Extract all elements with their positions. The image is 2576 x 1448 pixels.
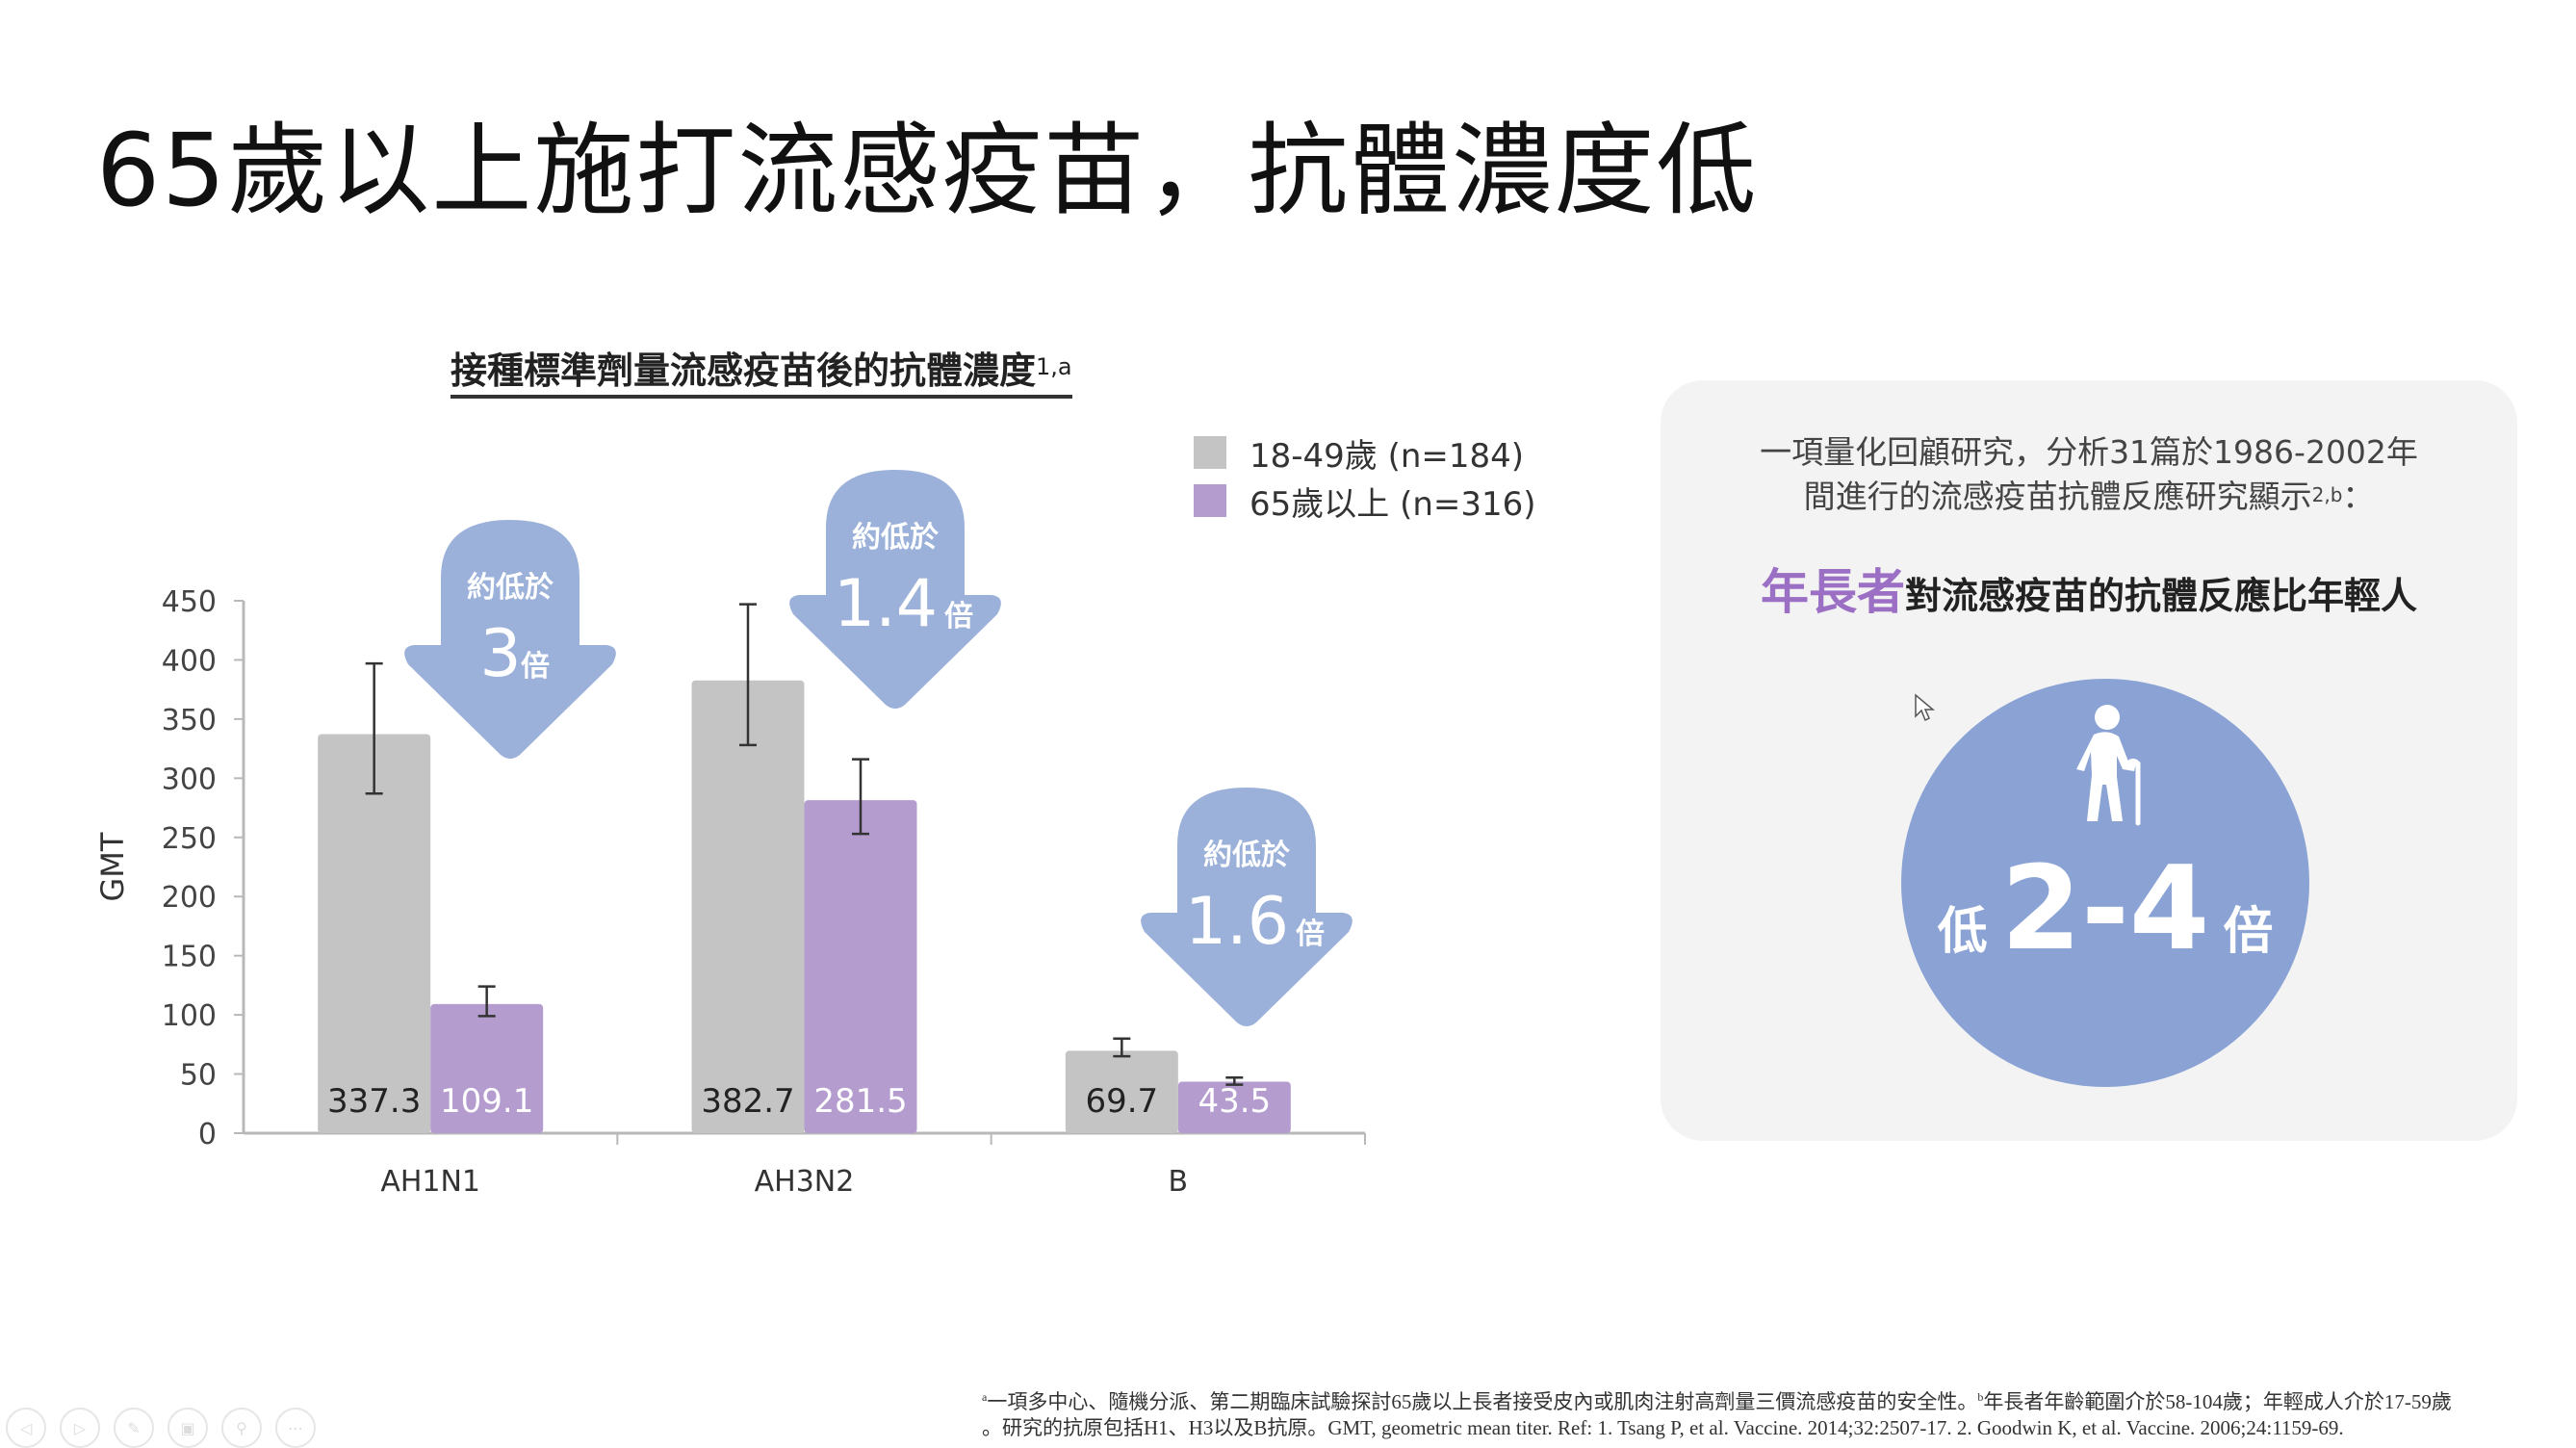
chevron-right-icon: ▷ xyxy=(73,1418,87,1437)
arrow-prefix-label: 約低於 xyxy=(852,521,940,555)
y-tick-label: 300 xyxy=(162,763,217,796)
chart-axes: 0 50 100 150 200 250 300 350 400 450 GMT AH1N1 AH3N2… xyxy=(94,585,1366,1199)
bar xyxy=(318,734,431,1133)
arrow-shape xyxy=(789,470,1001,709)
circle-value: 2-4 xyxy=(2000,842,2210,976)
summary-panel: 一項量化回顧研究，分析31篇於1986-2002年 間進行的流感疫苗抗體反應研究… xyxy=(1661,380,2517,1141)
bar xyxy=(1065,1050,1178,1133)
y-tick-label: 400 xyxy=(162,644,217,678)
slide-title: 65歲以上施打流感疫苗，抗體濃度低 xyxy=(96,112,1759,229)
footnote-marker-a: a xyxy=(982,1390,988,1404)
chart-legend: 18-49歲 (n=184) 65歲以上 (n=316) xyxy=(1194,428,1536,525)
down-arrow-callout: 約低於 1.4 倍 xyxy=(789,470,1001,709)
circle-text: 低 2-4 倍 xyxy=(1901,842,2309,976)
headline-highlight: 年長者 xyxy=(1760,564,1905,620)
x-tick-label: B xyxy=(1169,1165,1189,1199)
y-axis-label: GMT xyxy=(94,832,131,901)
arrow-value-label: 1.4 xyxy=(834,566,938,642)
y-tick-label: 200 xyxy=(162,881,217,915)
panel-line2-sup: 2,b xyxy=(2311,483,2343,506)
zoom-button[interactable]: ⚲ xyxy=(221,1408,262,1448)
more-icon: ⋯ xyxy=(288,1418,303,1437)
elderly-person-with-cane-icon xyxy=(2076,705,2141,826)
chevron-left-icon: ◁ xyxy=(19,1418,33,1437)
headline-rest: 對流感疫苗的抗體反應比年輕人 xyxy=(1904,575,2417,617)
panel-description-line2: 間進行的流感疫苗抗體反應研究顯示2,b： xyxy=(1661,475,2517,519)
y-tick-label: 0 xyxy=(198,1118,217,1151)
bar-value-label: 337.3 xyxy=(327,1082,421,1121)
arrow-unit-label: 倍 xyxy=(521,650,550,684)
legend-swatch-elderly xyxy=(1194,484,1226,517)
bar-value-label: 69.7 xyxy=(1085,1082,1158,1121)
chart-title: 接種標準劑量流感疫苗後的抗體濃度1,a xyxy=(451,349,1072,399)
arrow-value-label: 3 xyxy=(479,616,521,692)
arrow-unit-label: 倍 xyxy=(1296,918,1325,951)
panel-line2-end: ： xyxy=(2342,478,2375,515)
legend-item-young: 18-49歲 (n=184) xyxy=(1194,428,1536,477)
y-tick-label: 100 xyxy=(162,999,217,1033)
more-button[interactable]: ⋯ xyxy=(275,1408,316,1448)
magnifier-icon: ⚲ xyxy=(236,1418,247,1437)
arrow-prefix-label: 約低於 xyxy=(467,571,554,605)
slides-button[interactable]: ▣ xyxy=(167,1408,208,1448)
bar xyxy=(804,800,917,1133)
bar xyxy=(1177,1081,1291,1133)
arrow-shape xyxy=(404,520,616,759)
footnote-line1: a一項多中心、隨機分派、第二期臨床試驗探討65歲以上長者接受皮內或肌肉注射高劑量… xyxy=(982,1384,2452,1415)
circle-prefix: 低 xyxy=(1937,903,1988,961)
panel-headline: 年長者對流感疫苗的抗體反應比年輕人 xyxy=(1661,554,2517,623)
footnote-marker-b: b xyxy=(1977,1390,1984,1404)
pen-button[interactable]: ✎ xyxy=(114,1408,154,1448)
bar-chart: 0 50 100 150 200 250 300 350 400 450 GMT AH1N1 AH3N2… xyxy=(94,470,1366,1199)
arrow-shape xyxy=(1141,788,1352,1026)
chart-title-superscript: 1,a xyxy=(1036,353,1072,380)
arrow-value-label: 1.6 xyxy=(1185,884,1289,960)
y-tick-label: 150 xyxy=(162,941,217,974)
legend-label-elderly: 65歲以上 (n=316) xyxy=(1249,484,1536,524)
panel-line2-text: 間進行的流感疫苗抗體反應研究顯示 xyxy=(1803,478,2312,515)
down-arrow-callout: 約低於 1.6 倍 xyxy=(1141,788,1352,1026)
x-tick-label: AH3N2 xyxy=(755,1165,855,1199)
footnote-line1-text: 一項多中心、隨機分派、第二期臨床試驗探討65歲以上長者接受皮內或肌肉注射高劑量三… xyxy=(987,1390,1978,1413)
mouse-cursor-icon xyxy=(1915,693,1935,722)
y-tick-label: 450 xyxy=(162,585,217,619)
chart-title-text: 接種標準劑量流感疫苗後的抗體濃度 xyxy=(451,349,1037,392)
bar-value-label: 382.7 xyxy=(701,1082,794,1121)
bar-value-label: 109.1 xyxy=(440,1082,533,1121)
bar-value-label: 43.5 xyxy=(1198,1082,1271,1121)
arrow-unit-label: 倍 xyxy=(944,600,973,634)
panel-description: 一項量化回顧研究，分析31篇於1986-2002年 間進行的流感疫苗抗體反應研究… xyxy=(1661,430,2517,519)
bar xyxy=(430,1003,544,1133)
legend-label-young: 18-49歲 (n=184) xyxy=(1249,436,1525,476)
bar-value-label: 281.5 xyxy=(813,1082,907,1121)
pen-icon: ✎ xyxy=(127,1418,141,1437)
arrow-prefix-label: 約低於 xyxy=(1203,839,1291,872)
bar xyxy=(691,680,805,1133)
y-tick-label: 350 xyxy=(162,704,217,737)
legend-swatch-young xyxy=(1194,436,1226,469)
previous-slide-button[interactable]: ◁ xyxy=(6,1408,46,1448)
footnote-line2: 。研究的抗原包括H1、H3以及B抗原。GMT, geometric mean t… xyxy=(982,1416,2344,1439)
down-arrow-callout: 約低於 3 倍 xyxy=(404,520,616,759)
chart-bars: 337.3 109.1 382.7 281.5 69.7 43.5 xyxy=(318,603,1291,1133)
panel-description-line1: 一項量化回顧研究，分析31篇於1986-2002年 xyxy=(1760,433,2418,471)
next-slide-button[interactable]: ▷ xyxy=(60,1408,100,1448)
footnote: a一項多中心、隨機分派、第二期臨床試驗探討65歲以上長者接受皮內或肌肉注射高劑量… xyxy=(982,1384,2452,1441)
footnote-line1-b-text: 年長者年齡範圍介於58-104歲；年輕成人介於17-59歲 xyxy=(1983,1390,2452,1413)
slides-icon: ▣ xyxy=(180,1418,195,1437)
legend-item-elderly: 65歲以上 (n=316) xyxy=(1194,477,1536,525)
x-tick-label: AH1N1 xyxy=(380,1165,480,1199)
result-circle: 低 2-4 倍 xyxy=(1901,679,2309,1087)
y-tick-label: 250 xyxy=(162,822,217,856)
circle-suffix: 倍 xyxy=(2223,903,2274,961)
presentation-controls: ◁ ▷ ✎ ▣ ⚲ ⋯ xyxy=(6,1408,316,1448)
y-tick-label: 50 xyxy=(180,1059,217,1093)
